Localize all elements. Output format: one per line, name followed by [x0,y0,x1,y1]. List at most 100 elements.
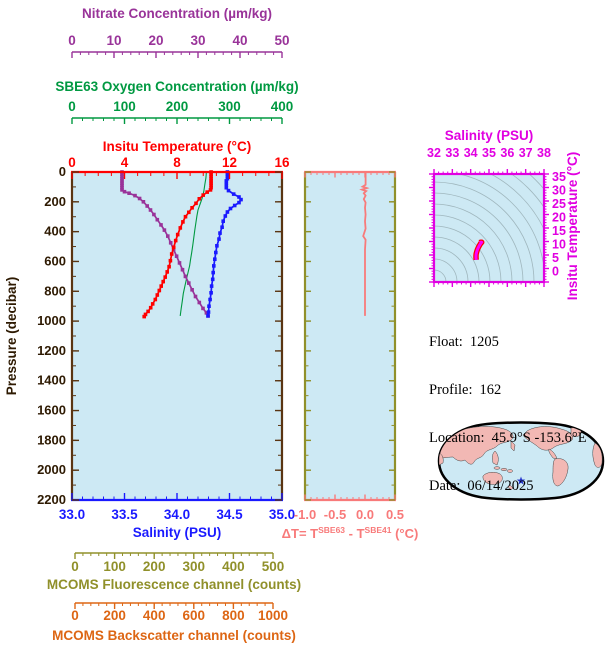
temperature-axis-title: Insitu Temperature (°C) [103,139,251,154]
landmass-central-america [548,448,558,460]
tick-label: -0.5 [324,507,346,522]
data-point [177,261,182,265]
tick-label: 200 [143,559,166,574]
data-point [166,234,170,238]
data-point [143,312,148,317]
tick-label: 400 [143,608,166,623]
tick-label: 400 [222,559,245,574]
data-point [220,225,224,229]
tick-label: 0 [71,608,79,623]
location-label: Location: [429,430,485,446]
tick-label: -1.0 [294,507,316,522]
delta-plot-area [305,172,395,500]
data-point [205,190,209,194]
profile-label: Profile: [429,382,473,398]
tick-label: 800 [222,608,245,623]
data-point [223,214,228,218]
tick-label: 0 [68,155,76,170]
data-point [197,197,202,201]
salinity-axis-title: Salinity (PSU) [133,525,222,540]
data-point [208,297,212,302]
ts-temp-tick-label: 15 [552,224,566,238]
tick-label: 12 [222,155,237,170]
data-point [168,258,173,263]
data-point [167,264,171,269]
pressure-axis-title: Pressure (decibar) [4,277,19,396]
data-point [225,172,230,176]
data-point [224,181,229,185]
tick-label: 38 [537,146,551,160]
data-point [221,219,225,223]
tick-label: 0 [68,99,76,114]
data-point [217,237,221,241]
data-point [148,305,153,310]
tick-label: 0 [71,559,79,574]
data-point [120,181,124,185]
data-point [137,196,142,201]
tick-label: 600 [183,608,206,623]
float-location-star [516,476,526,485]
nitrate-title: Nitrate Concentration (µm/kg) [82,6,272,21]
data-point [178,226,183,230]
pressure-tick-label: 1600 [37,403,66,418]
data-point [120,179,124,183]
data-point [226,188,231,193]
profile-value: 162 [479,382,502,398]
data-point [197,300,202,305]
pressure-tick-label: 800 [44,283,66,298]
data-point [209,172,213,176]
delta-title-sup2: SBE41 [365,525,392,535]
world-map [437,421,605,501]
tick-label: 200 [103,608,126,623]
data-point [133,193,137,198]
fluorescence-axis-title: MCOMS Fluorescence channel (counts) [47,577,301,592]
tick-label: 10 [106,33,121,48]
tick-label: 100 [113,99,136,114]
data-point [183,274,188,279]
data-point [165,270,169,274]
tick-label: 33.0 [59,507,85,522]
data-point [141,200,146,204]
ts-temp-tick-label: 35 [552,170,566,184]
data-point [231,192,236,196]
data-point [209,181,213,185]
data-point [209,185,213,190]
pressure-tick-label: 1800 [37,432,66,447]
data-point [162,228,167,232]
data-point [239,197,243,202]
ts-profile-series [474,240,484,261]
data-point [127,191,131,195]
tick-label: 0 [68,33,76,48]
data-point [213,257,217,261]
data-point [171,245,176,250]
pressure-tick-label: 2200 [37,492,66,507]
ts-title: Salinity (PSU) [445,128,534,143]
tick-label: 50 [274,33,289,48]
main-plot-area [72,172,282,500]
main-profile-panel: 0 4 8 12 16 Insitu Temperature (°C) 33.0 33.5 34… [4,139,295,540]
ts-temp-tick-label: 25 [552,197,566,211]
data-point [224,183,229,188]
data-point [212,264,216,268]
ts-plot-area [434,174,544,282]
delta-t-panel: -1.0 -0.5 0.0 0.5 ΔT= TSBE63 - TSBE41 (°C) [282,170,418,541]
tick-label: 33.5 [111,507,138,522]
data-point [194,201,198,206]
location-value: 45.9°S -153.6°E [491,430,587,446]
data-point [232,203,237,208]
data-point [209,183,213,188]
data-point [142,314,146,319]
tick-label: 16 [274,155,290,170]
backscatter-axis-title: MCOMS Backscatter channel (counts) [52,628,296,643]
data-point [210,277,215,282]
data-point [120,172,124,176]
float-info-profile: Profile: 162 [429,382,587,398]
tick-label: 35.0 [269,507,295,522]
float-label: Float: [429,334,463,350]
data-point [183,214,188,219]
data-point [237,195,241,199]
tick-label: 37 [519,146,533,160]
data-point [120,176,124,181]
data-point [120,188,124,192]
